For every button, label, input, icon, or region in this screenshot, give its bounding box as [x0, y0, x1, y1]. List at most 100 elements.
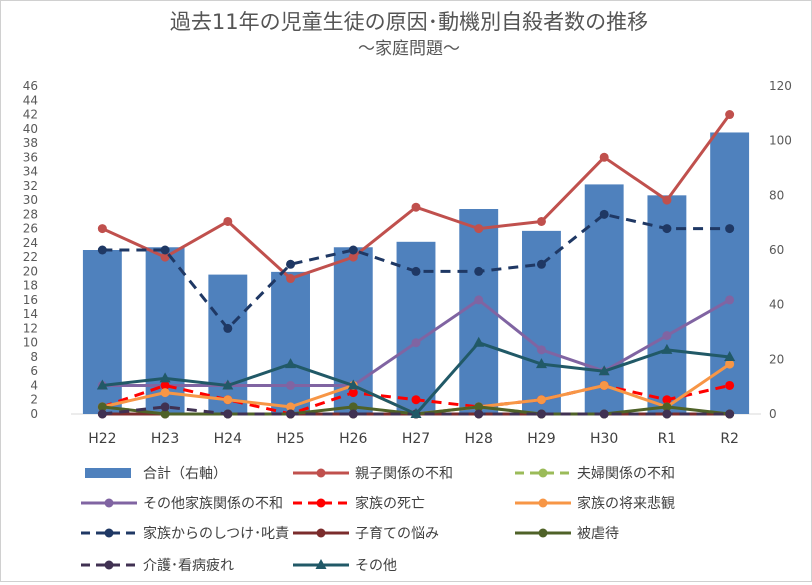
point-series-5-R1: [662, 224, 672, 234]
point-series-9-H25: [285, 358, 297, 369]
legend-marker-5: [538, 498, 548, 508]
point-series-3-R2: [725, 380, 735, 390]
legend-item-5: 家族の将来悲観: [515, 495, 675, 512]
point-series-9-R1: [661, 343, 673, 354]
legend-item-0: 合計（右軸）: [85, 466, 227, 482]
legend-marker-2: [538, 468, 548, 478]
left-axis-tick-16: 16: [23, 293, 38, 307]
legend-item-8: 被虐待: [515, 526, 619, 542]
point-series-9-H23: [159, 372, 171, 383]
legend-label-5: 家族の将来悲観: [577, 495, 675, 512]
point-series-9-H29: [535, 358, 547, 369]
point-series-0-H28: [474, 224, 484, 234]
legend-item-4: 家族の死亡: [293, 495, 425, 512]
left-axis-tick-20: 20: [23, 264, 38, 278]
left-axis-tick-14: 14: [23, 307, 38, 321]
bar-H25: [271, 271, 310, 414]
legend-label-2: 夫婦関係の不和: [577, 465, 675, 482]
point-series-9-H30: [598, 365, 610, 376]
legend-label-8: 被虐待: [577, 526, 619, 542]
point-series-3-H23: [160, 380, 170, 390]
point-series-2-R1: [662, 331, 672, 341]
point-series-7-H26: [348, 402, 358, 412]
x-axis-tick-H26: H26: [339, 431, 367, 447]
left-axis-tick-12: 12: [23, 321, 38, 335]
bar-H30: [584, 184, 624, 414]
left-axis: 0246810121416182022242628303234363840424…: [23, 79, 38, 421]
point-series-5-H24: [223, 323, 233, 333]
left-axis-tick-26: 26: [23, 222, 38, 236]
point-series-9-H24: [222, 379, 234, 390]
point-series-4-H30: [599, 380, 609, 390]
point-series-5-H29: [536, 259, 546, 269]
x-axis-tick-H23: H23: [151, 431, 179, 447]
point-series-4-H29: [536, 395, 546, 405]
legend-label-3: その他家族関係の不和: [143, 495, 283, 512]
x-axis-tick-H28: H28: [465, 431, 493, 447]
legend-marker-8: [538, 528, 548, 538]
point-series-0-H27: [411, 202, 421, 212]
legend-label-0: 合計（右軸）: [143, 466, 227, 482]
right-axis-tick-40: 40: [769, 298, 784, 312]
point-series-5-H23: [160, 245, 170, 255]
point-series-3-H27: [411, 395, 421, 405]
point-series-9-H26: [347, 379, 359, 390]
point-series-2-H25: [286, 380, 296, 390]
legend-marker-7: [316, 528, 326, 538]
left-axis-tick-10: 10: [23, 336, 38, 350]
x-axis-tick-R1: R1: [658, 431, 677, 447]
chart-subtitle: ～家庭問題～: [358, 39, 460, 59]
point-series-3-H26: [348, 388, 358, 398]
point-series-0-H23: [160, 252, 170, 262]
left-axis-tick-2: 2: [30, 393, 38, 407]
point-series-8-H24: [223, 409, 233, 419]
right-axis-tick-100: 100: [769, 134, 792, 148]
legend-label-9: 介護･看病疲れ: [143, 557, 234, 574]
point-series-7-H23: [160, 409, 170, 419]
point-series-8-H25: [286, 409, 296, 419]
left-axis-tick-44: 44: [23, 93, 38, 107]
point-series-7-R1: [662, 402, 672, 412]
point-series-5-H25: [286, 259, 296, 269]
legend-marker-3: [104, 498, 114, 508]
point-series-3-R1: [662, 395, 672, 405]
point-series-8-R2: [725, 409, 735, 419]
x-axis: H22 H23 H24 H25 H26 H27 H28 H29 H30 R1 R2: [88, 431, 739, 447]
point-series-9-H27: [410, 408, 422, 418]
point-series-8-H29: [536, 409, 546, 419]
point-series-0-H25: [286, 274, 296, 284]
left-axis-tick-34: 34: [23, 165, 38, 179]
left-axis-tick-24: 24: [23, 236, 38, 250]
left-axis-tick-0: 0: [30, 407, 38, 421]
point-series-5-H27: [411, 266, 421, 276]
legend-item-3: その他家族関係の不和: [81, 495, 283, 512]
legend-item-10: その他: [293, 558, 397, 574]
legend-label-1: 親子関係の不和: [355, 466, 453, 482]
legend-marker-6: [104, 528, 114, 538]
point-series-0-H29: [536, 216, 546, 226]
point-series-5-R2: [725, 224, 735, 234]
right-axis-tick-120: 120: [769, 79, 792, 93]
point-series-9-R2: [724, 350, 736, 361]
x-axis-tick-H27: H27: [402, 431, 430, 447]
right-axis-tick-20: 20: [769, 352, 784, 366]
legend-marker-10: [315, 559, 327, 569]
point-series-4-H25: [286, 402, 296, 412]
line-series-9: [96, 336, 736, 418]
point-series-2-H28: [474, 295, 484, 305]
x-axis-tick-H29: H29: [527, 431, 555, 447]
right-axis-tick-60: 60: [769, 243, 784, 257]
line-series-5: [97, 209, 735, 333]
point-series-8-H26: [348, 409, 358, 419]
point-series-8-H28: [474, 409, 484, 419]
point-series-4-R2: [725, 359, 735, 369]
point-series-0-H30: [599, 152, 609, 162]
point-series-7-H28: [474, 402, 484, 412]
point-series-8-H30: [599, 409, 609, 419]
point-series-2-H29: [536, 345, 546, 355]
left-axis-tick-40: 40: [23, 122, 38, 136]
x-axis-tick-H30: H30: [590, 431, 618, 447]
left-axis-tick-6: 6: [30, 364, 38, 378]
